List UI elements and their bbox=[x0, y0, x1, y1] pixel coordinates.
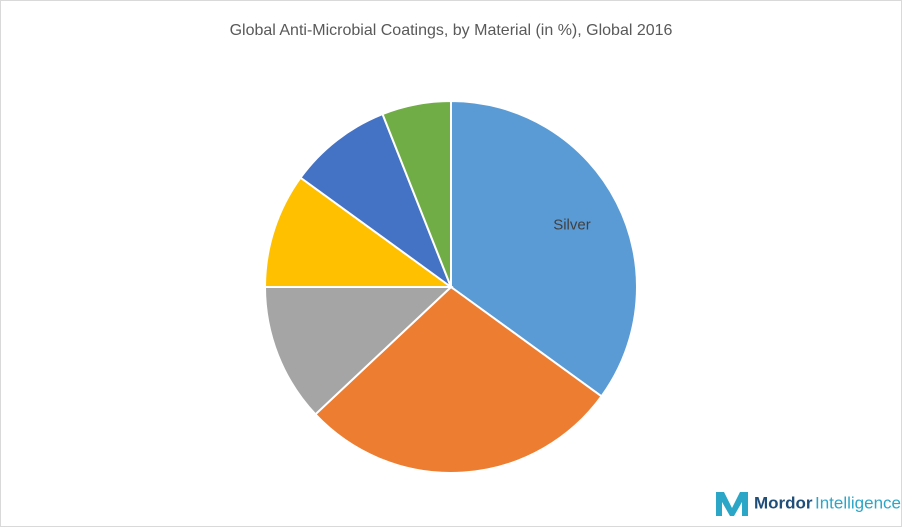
logo-icon bbox=[716, 492, 748, 516]
pie-slice bbox=[313, 285, 603, 474]
pie-slice bbox=[450, 99, 638, 398]
pie-slice bbox=[381, 99, 452, 288]
chart-title: Global Anti-Microbial Coatings, by Mater… bbox=[230, 22, 673, 39]
slice-label: Silver bbox=[553, 216, 591, 233]
pie-slice bbox=[263, 176, 455, 288]
logo-suffix: Intelligence bbox=[815, 493, 901, 512]
pie-slice bbox=[263, 286, 454, 416]
pie-slice bbox=[299, 112, 454, 290]
logo: Mordor Intelligence bbox=[716, 492, 901, 516]
logo-name: Mordor bbox=[754, 493, 813, 512]
